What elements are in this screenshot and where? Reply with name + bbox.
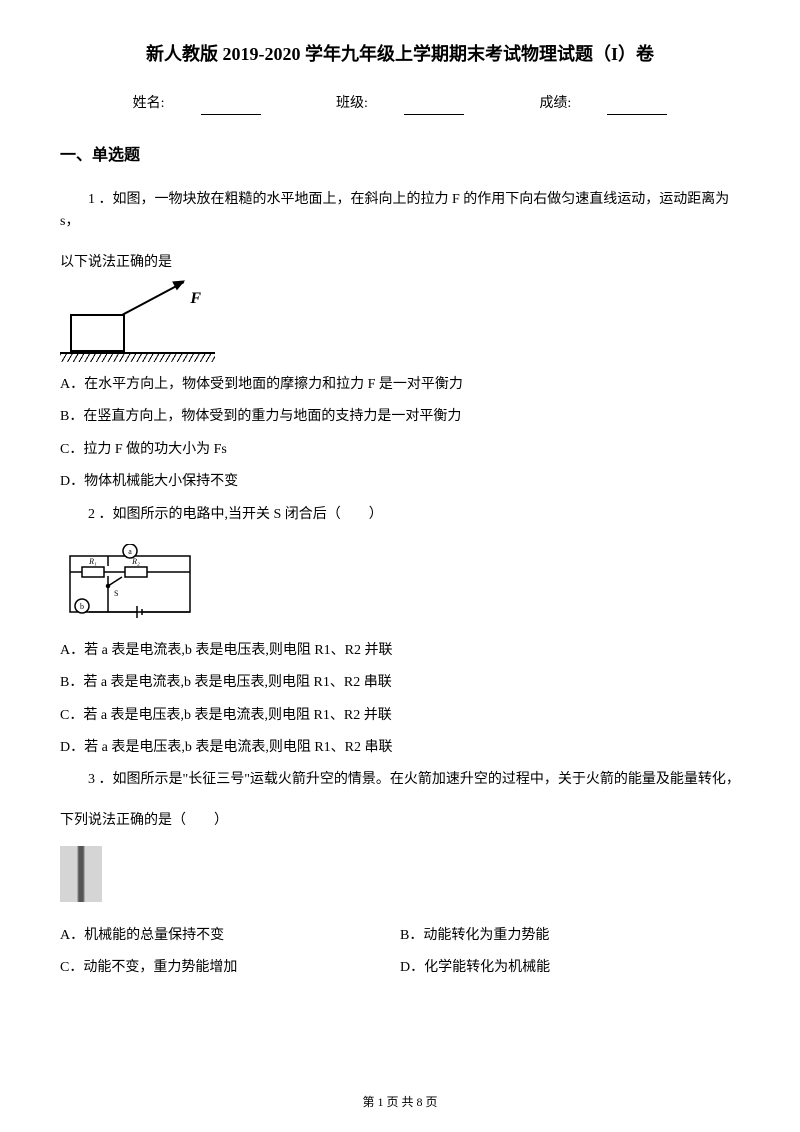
q1-stem-line2: 以下说法正确的是 — [60, 252, 740, 274]
q1-figure: F — [60, 288, 740, 360]
r1-label: R₁ — [88, 557, 97, 566]
q2-option-c: C．若 a 表是电压表,b 表是电流表,则电阻 R1、R2 并联 — [60, 705, 740, 727]
q2-stem: 2 ．如图所示的电路中,当开关 S 闭合后（ ） — [60, 504, 740, 526]
q2-figure: a b R₁ R₂ S — [60, 544, 740, 626]
name-label: 姓名: — [115, 96, 279, 111]
class-label: 班级: — [318, 96, 482, 111]
q3-option-c: C．动能不变，重力势能增加 — [60, 957, 400, 979]
rocket-image — [60, 846, 102, 902]
q3-option-d: D．化学能转化为机械能 — [400, 957, 740, 979]
score-blank — [607, 101, 667, 115]
q1-stem-line1: 1 ．如图，一物块放在粗糙的水平地面上，在斜向上的拉力 F 的作用下向右做匀速直… — [60, 189, 740, 234]
class-blank — [404, 101, 464, 115]
ground-hatch — [60, 354, 215, 362]
meter-a-label: a — [128, 547, 132, 556]
r2-label: R₂ — [131, 557, 140, 566]
page-title: 新人教版 2019-2020 学年九年级上学期期末考试物理试题（I）卷 — [60, 40, 740, 69]
force-arrow — [122, 281, 185, 316]
meter-b-label: b — [80, 602, 84, 611]
q1-option-d: D．物体机械能大小保持不变 — [60, 471, 740, 493]
q3-figure — [60, 846, 740, 910]
block-shape — [70, 314, 125, 352]
q2-option-d: D．若 a 表是电压表,b 表是电流表,则电阻 R1、R2 串联 — [60, 737, 740, 759]
q3-stem-line1: 3 ．如图所示是"长征三号"运载火箭升空的情景。在火箭加速升空的过程中，关于火箭… — [60, 769, 740, 791]
circuit-diagram: a b R₁ R₂ S — [60, 544, 200, 626]
page-footer: 第 1 页 共 8 页 — [0, 1093, 800, 1112]
section-1-header: 一、单选题 — [60, 143, 740, 169]
q3-option-a: A．机械能的总量保持不变 — [60, 925, 400, 947]
q3-stem-line2: 下列说法正确的是（ ） — [60, 810, 740, 832]
q3-options: A．机械能的总量保持不变 B．动能转化为重力势能 C．动能不变，重力势能增加 D… — [60, 925, 740, 990]
q1-option-c: C．拉力 F 做的功大小为 Fs — [60, 439, 740, 461]
q1-option-b: B．在竖直方向上，物体受到的重力与地面的支持力是一对平衡力 — [60, 406, 740, 428]
score-label: 成绩: — [521, 96, 685, 111]
q3-option-b: B．动能转化为重力势能 — [400, 925, 740, 947]
force-label: F — [190, 286, 201, 312]
q2-option-a: A．若 a 表是电流表,b 表是电压表,则电阻 R1、R2 并联 — [60, 640, 740, 662]
q2-option-b: B．若 a 表是电流表,b 表是电压表,则电阻 R1、R2 串联 — [60, 672, 740, 694]
switch-label: S — [114, 589, 118, 598]
block-force-diagram: F — [60, 288, 215, 360]
q1-option-a: A．在水平方向上，物体受到地面的摩擦力和拉力 F 是一对平衡力 — [60, 374, 740, 396]
info-row: 姓名: 班级: 成绩: — [60, 93, 740, 115]
name-blank — [201, 101, 261, 115]
